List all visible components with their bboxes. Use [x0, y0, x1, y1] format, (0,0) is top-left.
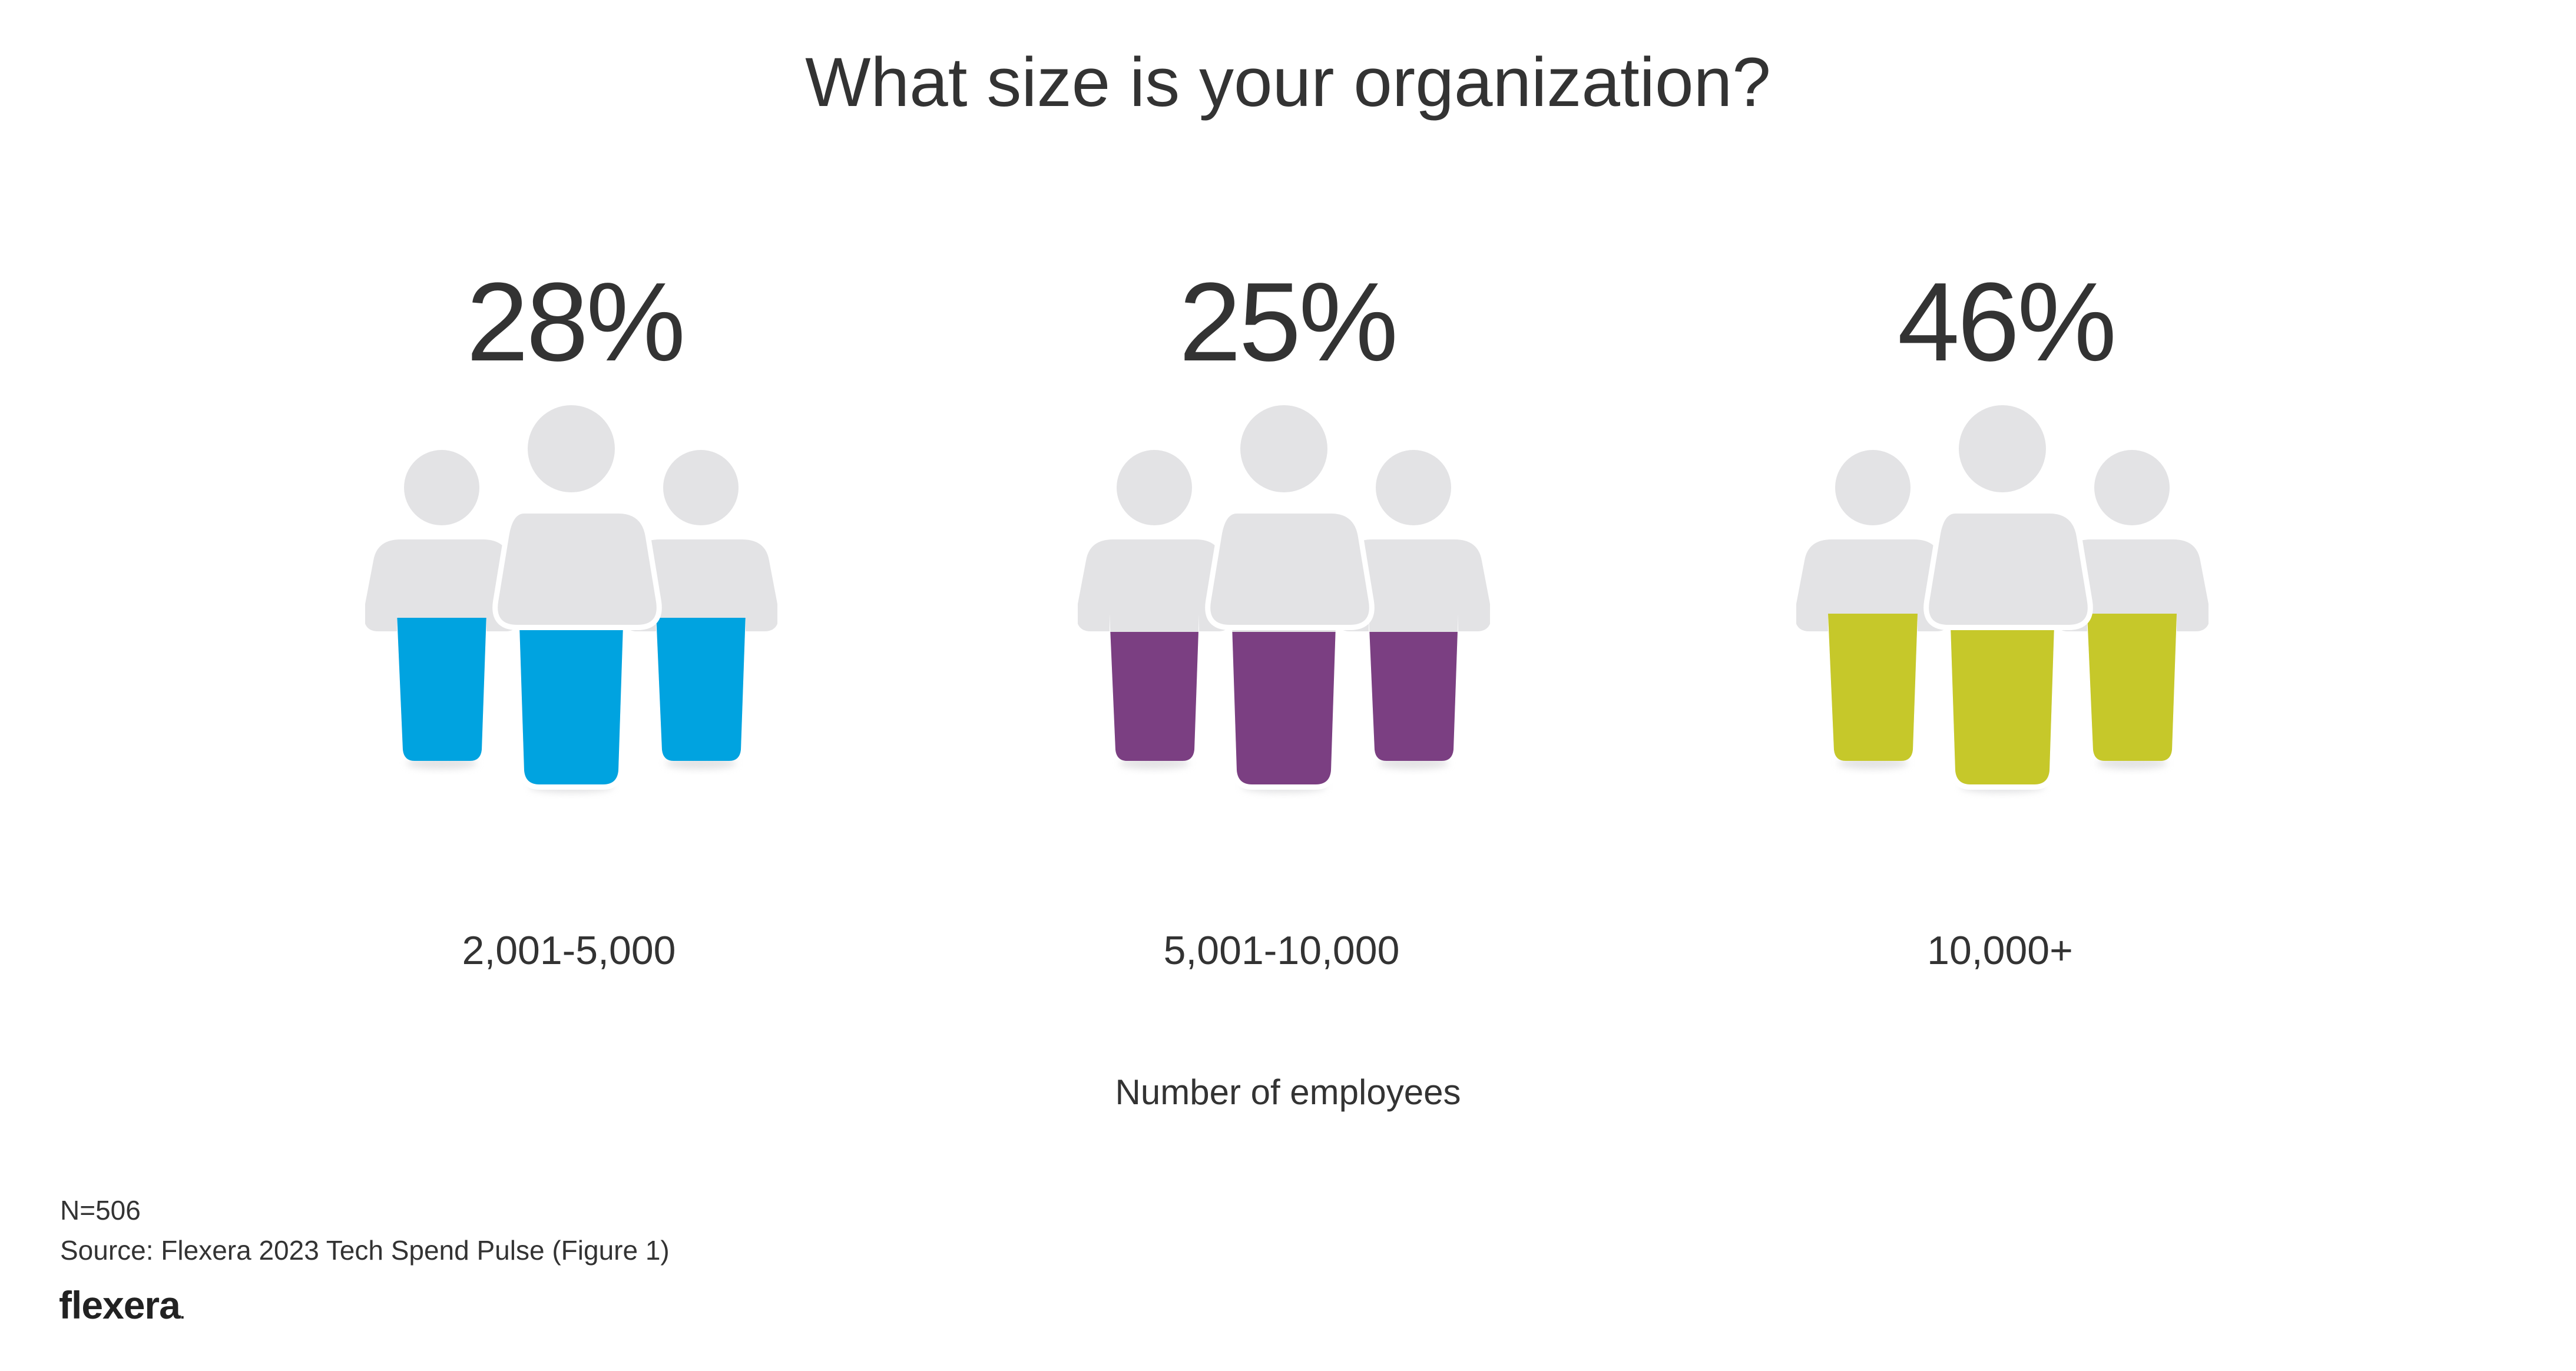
- value-fill-left: [397, 618, 486, 761]
- people-figure-2: [1796, 400, 2209, 793]
- chart-title: What size is your organization?: [805, 44, 1771, 121]
- value-fill-center: [1951, 625, 2054, 784]
- person-torso: [365, 539, 520, 631]
- person-torso: [1923, 508, 2093, 630]
- value-fill-right: [2087, 614, 2177, 761]
- sample-size-note: N=506: [60, 1195, 141, 1226]
- person-head: [1835, 450, 1911, 525]
- people-figure-0: [365, 400, 777, 793]
- person-torso: [1796, 539, 1951, 631]
- person-head: [522, 400, 620, 498]
- value-label-1: 25%: [1178, 260, 1398, 385]
- person-left: [1796, 450, 1951, 761]
- value-fill-right: [1369, 632, 1458, 761]
- category-label-1: 5,001-10,000: [1163, 928, 1400, 973]
- x-axis-label: Number of employees: [1115, 1072, 1461, 1112]
- person-center: [1923, 400, 2093, 790]
- person-left: [365, 450, 520, 761]
- value-fill-center: [519, 625, 623, 784]
- source-note: Source: Flexera 2023 Tech Spend Pulse (F…: [60, 1235, 670, 1266]
- person-head: [404, 450, 479, 525]
- person-head: [1376, 450, 1451, 525]
- person-head: [1117, 450, 1192, 525]
- person-head: [1235, 400, 1333, 498]
- value-fill-right: [656, 618, 746, 761]
- value-label-0: 28%: [466, 260, 686, 385]
- value-fill-left: [1110, 632, 1198, 761]
- logo-mark: .: [180, 1304, 185, 1322]
- logo-text: flexera: [59, 1283, 181, 1327]
- person-torso: [1205, 508, 1375, 630]
- person-torso: [492, 508, 662, 630]
- person-torso: [1078, 539, 1233, 631]
- people-figure-1: [1078, 400, 1490, 793]
- person-head: [663, 450, 739, 525]
- flexera-logo: flexera.: [59, 1283, 185, 1327]
- person-center: [1205, 400, 1375, 790]
- value-fill-center: [1232, 632, 1336, 784]
- person-right: [623, 450, 777, 761]
- person-left: [1078, 450, 1233, 761]
- category-label-0: 2,001-5,000: [462, 928, 676, 973]
- value-fill-left: [1828, 614, 1918, 761]
- person-center: [492, 400, 662, 790]
- person-head: [2094, 450, 2170, 525]
- person-head: [1953, 400, 2051, 498]
- value-label-2: 46%: [1897, 260, 2117, 385]
- category-label-2: 10,000+: [1927, 928, 2073, 973]
